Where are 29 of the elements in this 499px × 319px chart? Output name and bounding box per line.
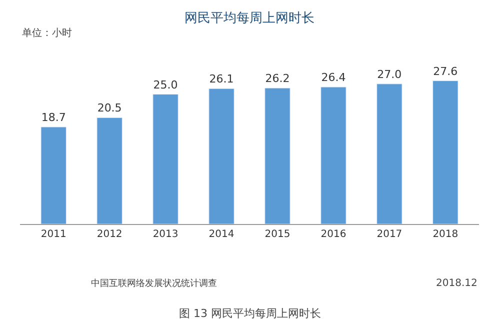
x-tick-label: 2012 [96, 229, 122, 240]
x-tick-label: 2016 [320, 229, 346, 240]
bar [432, 80, 458, 224]
x-tick-label: 2017 [376, 229, 402, 240]
x-tick-label: 2014 [208, 229, 234, 240]
text: 中国互联网络发展状况统计调查 [91, 278, 217, 289]
text: 单位：小时 [22, 27, 72, 39]
x-tick-label: 2013 [152, 229, 178, 240]
x-tick-label: 2018 [432, 229, 458, 240]
bar [264, 88, 290, 224]
bar [96, 117, 122, 224]
bar [320, 86, 346, 224]
x-tick-label: 2011 [40, 229, 66, 240]
data-label: 26.1 [209, 72, 234, 86]
x-tick-label: 2015 [264, 229, 290, 240]
bar [40, 126, 66, 224]
data-label: 27.6 [433, 64, 458, 78]
bar [376, 84, 402, 224]
caption: 图 13 网民平均每周上网时长 [179, 307, 321, 319]
data-label: 20.5 [97, 102, 122, 115]
data-label: 26.4 [321, 71, 346, 84]
data-label: 26.2 [265, 72, 290, 86]
bar [208, 88, 234, 224]
data-label: 25.0 [153, 78, 178, 92]
data-label: 27.0 [377, 68, 402, 81]
data-label: 18.7 [41, 110, 66, 124]
bar [152, 94, 178, 224]
text: 2018.12 [436, 278, 478, 289]
chart-title: 网民平均每周上网时长 [184, 10, 314, 26]
